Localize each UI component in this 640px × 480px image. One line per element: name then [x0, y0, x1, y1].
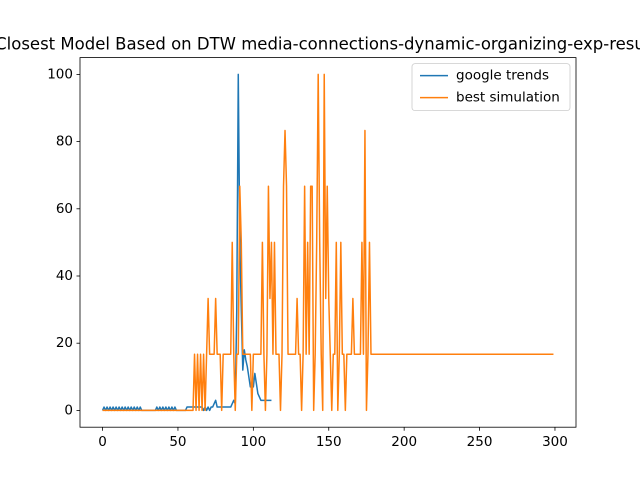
- x-tick-label: 250: [467, 434, 493, 450]
- y-tick-label: 20: [56, 335, 73, 351]
- series-line: [102, 73, 554, 412]
- y-tick-label: 0: [64, 402, 73, 418]
- axes-frame: [79, 57, 577, 428]
- y-tick-label: 100: [47, 66, 73, 82]
- x-tick-label: 150: [316, 434, 342, 450]
- legend-label: google trends: [456, 68, 549, 84]
- x-tick-label: 100: [240, 434, 266, 450]
- y-tick-label: 40: [56, 268, 73, 284]
- series-line: [101, 73, 272, 412]
- legend-label: best simulation: [456, 90, 560, 106]
- y-tick-label: 80: [56, 134, 73, 150]
- x-tick-label: 200: [391, 434, 417, 450]
- x-tick-label: 300: [542, 434, 568, 450]
- x-tick-label: 0: [98, 434, 107, 450]
- chart-title: Closest Model Based on DTW media-connect…: [0, 35, 640, 54]
- y-tick-label: 60: [56, 201, 73, 217]
- x-tick-label: 50: [169, 434, 186, 450]
- legend-box: [411, 63, 571, 111]
